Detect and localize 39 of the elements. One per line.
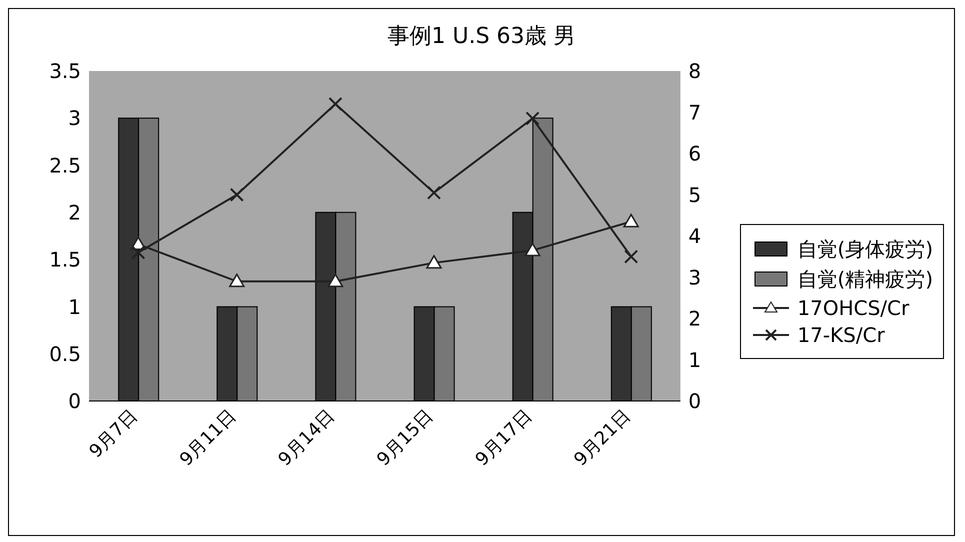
point <box>230 188 244 202</box>
x-tick-label: 9月14日 <box>274 406 339 470</box>
y2-tick-label: 1 <box>688 348 702 372</box>
y-tick-label: 2.5 <box>49 153 81 178</box>
x-tick-label: 9月17日 <box>471 406 536 470</box>
y2-tick-label: 4 <box>688 224 702 248</box>
y-tick-label: 3 <box>68 106 81 130</box>
point <box>328 274 344 288</box>
legend-label: 17-KS/Cr <box>797 322 885 346</box>
point <box>328 97 342 111</box>
y-tick-label: 0 <box>68 389 81 414</box>
point <box>623 214 639 228</box>
y2-tick-label: 8 <box>688 59 702 84</box>
x-tick-label: 9月7日 <box>85 406 142 462</box>
y2-tick-label: 0 <box>688 389 702 414</box>
x-tick-label: 9月15日 <box>372 406 438 470</box>
chart-title: 事例1 U.S 63歳 男 <box>386 23 577 51</box>
y2-tick-label: 7 <box>688 100 702 124</box>
y2-tick-label: 5 <box>688 182 702 207</box>
y-tick-label: 3.5 <box>49 59 81 84</box>
y-tick-label: 2 <box>68 200 81 225</box>
point <box>526 111 540 126</box>
point <box>229 274 245 288</box>
y2-tick-label: 3 <box>688 265 702 290</box>
y2-tick-label: 6 <box>688 142 702 166</box>
legend-label: 自覚(身体疲労) <box>797 236 933 262</box>
x-tick-label: 9月11日 <box>176 406 240 470</box>
point <box>426 255 442 269</box>
point <box>624 250 638 264</box>
y-tick-label: 1 <box>68 294 81 319</box>
y-tick-label: 1.5 <box>49 248 81 272</box>
x-tick-label: 9月21日 <box>570 406 635 470</box>
legend-label: 17OHCS/Cr <box>797 296 910 320</box>
point <box>131 246 146 260</box>
point <box>426 186 441 200</box>
legend-label: 自覚(精神疲労) <box>797 266 933 292</box>
y-tick-label: 0.5 <box>49 342 81 366</box>
y2-tick-label: 2 <box>688 306 702 331</box>
point <box>524 242 540 256</box>
